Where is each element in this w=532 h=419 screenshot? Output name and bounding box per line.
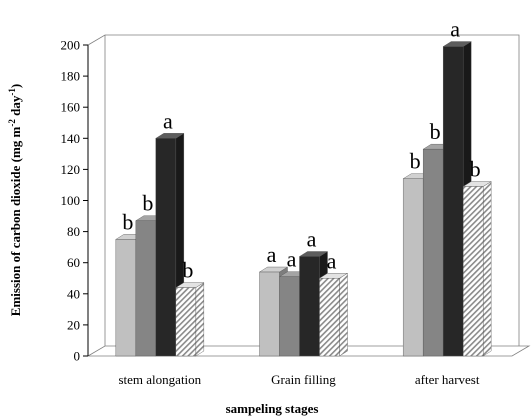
y-tick-label: 120 <box>61 162 81 177</box>
significance-letter: b <box>410 149 421 174</box>
bar: b <box>462 157 492 357</box>
bar-front <box>442 46 464 357</box>
bar-front <box>422 148 444 357</box>
bar-front <box>155 138 177 357</box>
bar-front <box>299 256 320 357</box>
significance-letter: a <box>327 248 337 273</box>
y-axis-title-end: ) <box>8 84 23 88</box>
bar-front <box>115 239 137 357</box>
x-tick-label: after harvest <box>415 372 480 387</box>
bar-front <box>402 178 424 357</box>
significance-letter: b <box>470 157 481 182</box>
x-tick-label: stem alongation <box>118 372 201 387</box>
y-tick-label: 40 <box>67 286 80 301</box>
y-tick-label: 200 <box>61 38 81 53</box>
x-tick-label: Grain filling <box>271 372 336 387</box>
y-axis-title-sup1: -2 <box>7 119 17 127</box>
y-axis-ticks: 0 20 40 60 80 100 120 140 160 180 200 <box>61 38 88 364</box>
significance-letter: b <box>430 119 441 144</box>
bar: a <box>155 108 185 357</box>
x-axis-categories: stem alongation Grain filling after harves… <box>118 372 479 387</box>
significance-letter: a <box>450 17 460 42</box>
bar-side <box>339 272 348 357</box>
x-axis-title: sampeling stages <box>226 401 319 416</box>
bar: b <box>175 258 205 357</box>
y-tick-label: 20 <box>67 317 80 332</box>
y-tick-label: 180 <box>61 69 81 84</box>
bar-front <box>319 278 340 357</box>
significance-letter: a <box>267 242 277 267</box>
y-tick-label: 100 <box>61 193 81 208</box>
bar-side <box>195 282 205 357</box>
bar-front <box>259 271 280 357</box>
significance-letter: a <box>163 108 173 133</box>
y-tick-label: 160 <box>61 100 81 115</box>
bar-front <box>175 287 197 357</box>
bar-side <box>482 181 492 357</box>
y-tick-label: 60 <box>67 255 80 270</box>
bar-front <box>135 220 157 357</box>
y-axis-title-main: Emission of carbon dioxide (mg m <box>8 126 23 316</box>
bar-front <box>279 276 300 357</box>
significance-letter: a <box>307 226 317 251</box>
y-axis-title-mid: day <box>8 95 23 119</box>
significance-letter: b <box>122 209 133 234</box>
y-tick-label: 140 <box>61 131 81 146</box>
y-axis-title: Emission of carbon dioxide (mg m-2 day-1… <box>7 84 23 316</box>
significance-letter: a <box>287 247 297 272</box>
bar: a <box>318 248 349 357</box>
y-axis-title-sup2: -1 <box>7 88 17 96</box>
bar-front <box>462 186 484 357</box>
significance-letter: b <box>182 258 193 283</box>
y-tick-label: 0 <box>74 349 81 364</box>
significance-letter: b <box>142 191 153 216</box>
y-tick-label: 80 <box>67 224 80 239</box>
